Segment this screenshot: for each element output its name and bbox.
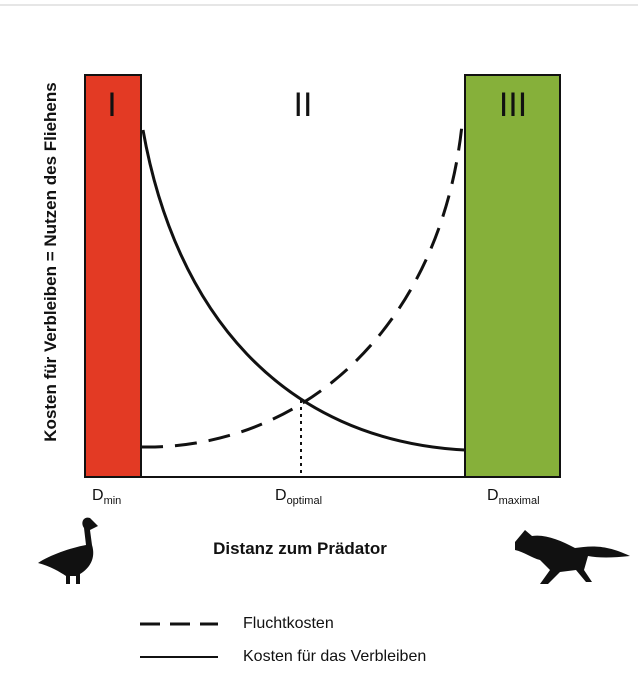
- region-label: I: [107, 86, 116, 124]
- distance-label: Dmin: [92, 487, 121, 507]
- fox-icon: [515, 530, 630, 584]
- sub: maximal: [499, 495, 540, 507]
- region-label: II: [294, 86, 313, 124]
- legend-label: Kosten für das Verbleiben: [243, 648, 426, 665]
- region-bar: [464, 74, 561, 478]
- region-label: III: [499, 86, 527, 124]
- sub: optimal: [287, 495, 322, 507]
- sub: min: [104, 495, 122, 507]
- stay-cost-curve: [141, 129, 466, 452]
- flight-cost-curve: [140, 124, 464, 449]
- goose-icon: [38, 517, 98, 584]
- d: D: [275, 487, 287, 504]
- distance-label: Doptimal: [275, 487, 322, 507]
- region-bar: [84, 74, 142, 478]
- d: D: [487, 487, 499, 504]
- x-axis-title: Distanz zum Prädator: [213, 539, 387, 558]
- distance-label: Dmaximal: [487, 487, 540, 507]
- d: D: [92, 487, 104, 504]
- y-axis-label: Kosten für Verbleiben = Nutzen des Flieh…: [41, 82, 60, 441]
- legend-label: Fluchtkosten: [243, 615, 334, 632]
